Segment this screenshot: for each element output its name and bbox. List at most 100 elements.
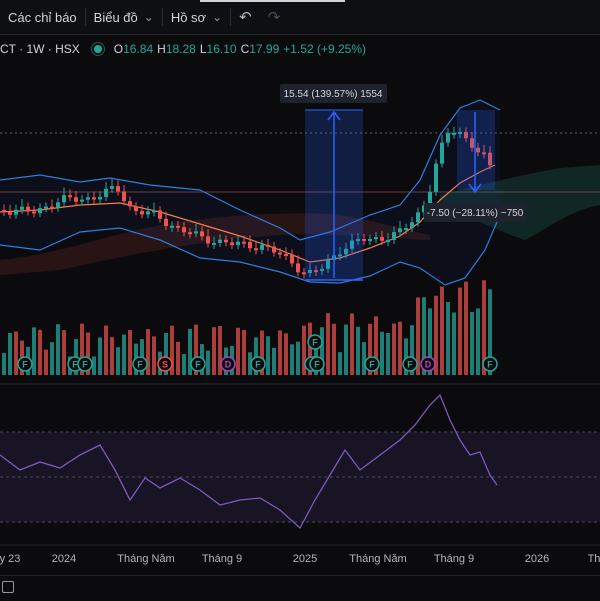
volume-bar: [260, 330, 264, 375]
volume-bar: [356, 326, 360, 375]
volume-bar: [98, 337, 102, 375]
event-marker-label: F: [82, 360, 88, 370]
candle-body: [470, 138, 474, 148]
low-value: 16.10: [206, 42, 237, 56]
volume-bar: [38, 329, 42, 375]
volume-bar: [362, 342, 366, 375]
calendar-icon[interactable]: [2, 581, 14, 593]
event-marker-icon: [307, 334, 323, 350]
measure-up-label-bg: [280, 84, 387, 103]
candle-body: [92, 197, 96, 200]
candle-body: [236, 241, 240, 246]
candle-body: [242, 241, 246, 244]
volume-bar: [428, 308, 432, 375]
candle-body: [38, 207, 42, 214]
candle-body: [128, 201, 132, 207]
volume-bar: [416, 297, 420, 375]
candle-body: [404, 227, 408, 230]
candle-body: [362, 239, 366, 242]
symbol-label: CT · 1W · HSX: [0, 42, 80, 56]
candle-body: [416, 212, 420, 223]
candle-body: [218, 239, 222, 243]
volume-bar: [278, 330, 282, 375]
chart-menu-button[interactable]: Biểu đồ ⌄: [86, 0, 162, 34]
bollinger-lower-band: [0, 214, 501, 286]
volume-bar: [386, 332, 390, 375]
candle-body: [452, 132, 456, 135]
candle-body: [140, 211, 144, 215]
candle-body: [254, 248, 258, 251]
volume-bar: [272, 347, 276, 375]
bollinger-upper-band: [0, 99, 501, 241]
volume-bar: [110, 337, 114, 375]
volume-bar: [152, 336, 156, 375]
candle-body: [2, 210, 6, 213]
volume-bar: [374, 316, 378, 375]
volume-bar: [290, 344, 294, 375]
volume-bar: [182, 354, 186, 375]
candle-body: [464, 131, 468, 139]
volume-bar: [44, 349, 48, 375]
top-toolbar: Các chỉ báo Biểu đồ ⌄ Hồ sơ ⌄ ↶ ↷: [0, 0, 600, 35]
time-axis-label: 2025: [293, 553, 317, 565]
volume-bar: [296, 341, 300, 375]
open-label: O: [113, 42, 124, 56]
candle-body: [440, 142, 444, 164]
volume-bar: [458, 287, 462, 375]
candle-body: [296, 263, 300, 273]
volume-bar: [122, 334, 126, 375]
volume-bar: [284, 333, 288, 375]
time-axis-label: y 23: [0, 553, 20, 565]
event-marker-label: F: [195, 360, 201, 370]
candle-body: [68, 195, 72, 198]
volume-bar: [266, 336, 270, 375]
undo-button[interactable]: ↶: [231, 0, 260, 34]
redo-icon: ↷: [267, 9, 281, 26]
candle-body: [134, 206, 138, 212]
candle-body: [200, 231, 204, 237]
candle-body: [314, 270, 318, 273]
event-marker-icon: [132, 356, 148, 372]
event-marker-label: F: [314, 360, 320, 370]
event-marker-icon: [420, 356, 436, 372]
candle-body: [116, 186, 120, 192]
volume-bar: [56, 324, 60, 375]
toolbar-divider: [84, 8, 86, 26]
candle-body: [110, 186, 114, 189]
volume-bar: [380, 331, 384, 375]
volume-bar: [92, 356, 96, 375]
indicators-button[interactable]: Các chỉ báo: [0, 0, 85, 34]
event-marker-icon: [190, 356, 206, 372]
volume-bar: [14, 331, 18, 375]
candle-body: [230, 242, 234, 246]
candle-body: [476, 147, 480, 153]
candle-body: [176, 225, 180, 228]
profile-menu-button[interactable]: Hồ sơ ⌄: [163, 0, 230, 34]
candle-body: [356, 239, 360, 242]
candle-body: [482, 152, 486, 155]
candle-body: [14, 209, 18, 215]
volume-bar: [404, 338, 408, 375]
volume-bar: [206, 350, 210, 375]
volume-bar: [422, 297, 426, 375]
time-axis-label: Tháng Năm: [349, 553, 406, 565]
redo-button[interactable]: ↷: [260, 0, 289, 34]
volume-bar: [470, 311, 474, 375]
volume-bar: [344, 324, 348, 375]
candle-body: [194, 231, 198, 234]
candle-body: [20, 206, 24, 210]
chevron-down-icon: ⌄: [143, 10, 154, 24]
candle-body: [104, 188, 108, 197]
toolbar-divider: [230, 8, 232, 26]
candle-body: [284, 253, 288, 256]
open-value: 16.84: [123, 42, 154, 56]
candle-body: [446, 133, 450, 143]
candle-body: [458, 131, 462, 134]
candle-body: [56, 202, 60, 208]
event-marker-icon: [250, 356, 266, 372]
volume-bar: [254, 337, 258, 375]
candle-body: [326, 259, 330, 269]
candle-body: [308, 270, 312, 273]
candle-body: [170, 225, 174, 228]
